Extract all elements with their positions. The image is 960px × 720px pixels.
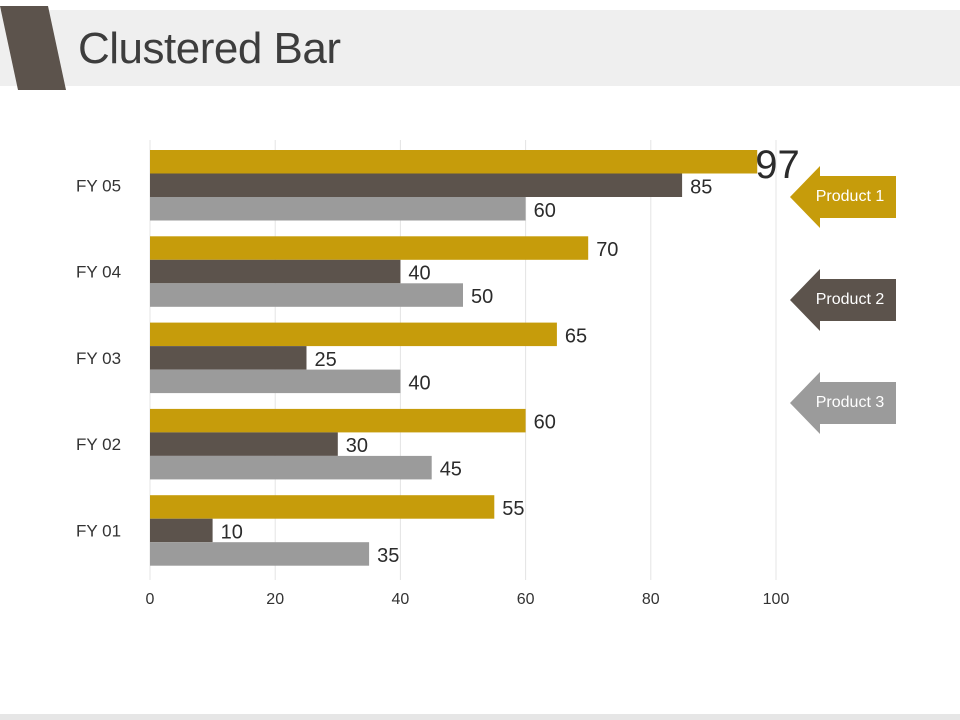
bar-product-3-fy-01 <box>150 542 370 566</box>
data-label: 65 <box>565 325 587 347</box>
y-category-label: FY 01 <box>76 521 121 540</box>
data-label: 45 <box>440 459 462 481</box>
x-tick-label: 20 <box>266 591 284 608</box>
title-accent-tab <box>0 6 66 90</box>
legend-label-product-3: Product 3 <box>815 394 885 411</box>
x-tick-label: 100 <box>763 591 790 608</box>
data-label: 55 <box>502 498 524 520</box>
data-label: 30 <box>346 435 368 457</box>
axis-labels: 0 20 40 60 80 100 FY 01 FY 02 FY 03 FY 04 FY 05 <box>76 176 789 608</box>
page-title: Clustered Bar <box>78 24 341 73</box>
y-category-label: FY 04 <box>76 263 121 282</box>
data-label: 10 <box>221 521 243 543</box>
data-label: 60 <box>534 200 556 222</box>
bar-product-2-fy-03 <box>150 346 307 370</box>
data-label: 60 <box>534 412 556 434</box>
title-band: Clustered Bar <box>0 10 960 86</box>
bar-product-3-fy-04 <box>150 283 463 307</box>
bar-product-3-fy-02 <box>150 455 432 480</box>
y-category-label: FY 03 <box>76 349 121 368</box>
legend-label-product-2: Product 2 <box>815 291 885 308</box>
data-label: 97 <box>755 143 800 187</box>
legend-label-product-1: Product 1 <box>815 188 885 205</box>
bar-product-3-fy-03 <box>150 369 401 394</box>
bar-product-2-fy-01 <box>150 518 213 543</box>
legend-item-product-2: Product 2 <box>790 269 896 331</box>
bar-product-2-fy-04 <box>150 259 401 284</box>
data-labels: 55 10 35 60 30 45 65 25 40 70 40 50 97 85 60 <box>221 143 800 567</box>
bar-product-1-fy-02 <box>150 408 526 433</box>
footer-band <box>0 714 960 720</box>
bar-product-1-fy-01 <box>150 495 495 519</box>
bars <box>150 150 758 566</box>
bar-product-1-fy-03 <box>150 322 557 347</box>
x-tick-label: 0 <box>146 591 155 608</box>
x-tick-label: 40 <box>392 591 410 608</box>
bar-product-1-fy-04 <box>150 236 589 260</box>
data-label: 40 <box>408 372 430 394</box>
data-label: 70 <box>596 239 618 261</box>
bar-product-2-fy-05 <box>150 173 683 197</box>
data-label: 40 <box>408 263 430 285</box>
data-label: 35 <box>377 545 399 567</box>
legend-item-product-1: Product 1 <box>790 166 896 228</box>
y-category-label: FY 05 <box>76 176 121 195</box>
bar-product-1-fy-05 <box>150 150 758 174</box>
data-label: 85 <box>690 176 712 198</box>
bar-product-3-fy-05 <box>150 197 526 221</box>
data-label: 50 <box>471 286 493 308</box>
y-category-label: FY 02 <box>76 435 121 454</box>
x-tick-label: 80 <box>642 591 660 608</box>
bar-product-2-fy-02 <box>150 432 338 456</box>
data-label: 25 <box>315 349 337 371</box>
x-tick-label: 60 <box>517 591 535 608</box>
legend-item-product-3: Product 3 <box>790 372 896 434</box>
